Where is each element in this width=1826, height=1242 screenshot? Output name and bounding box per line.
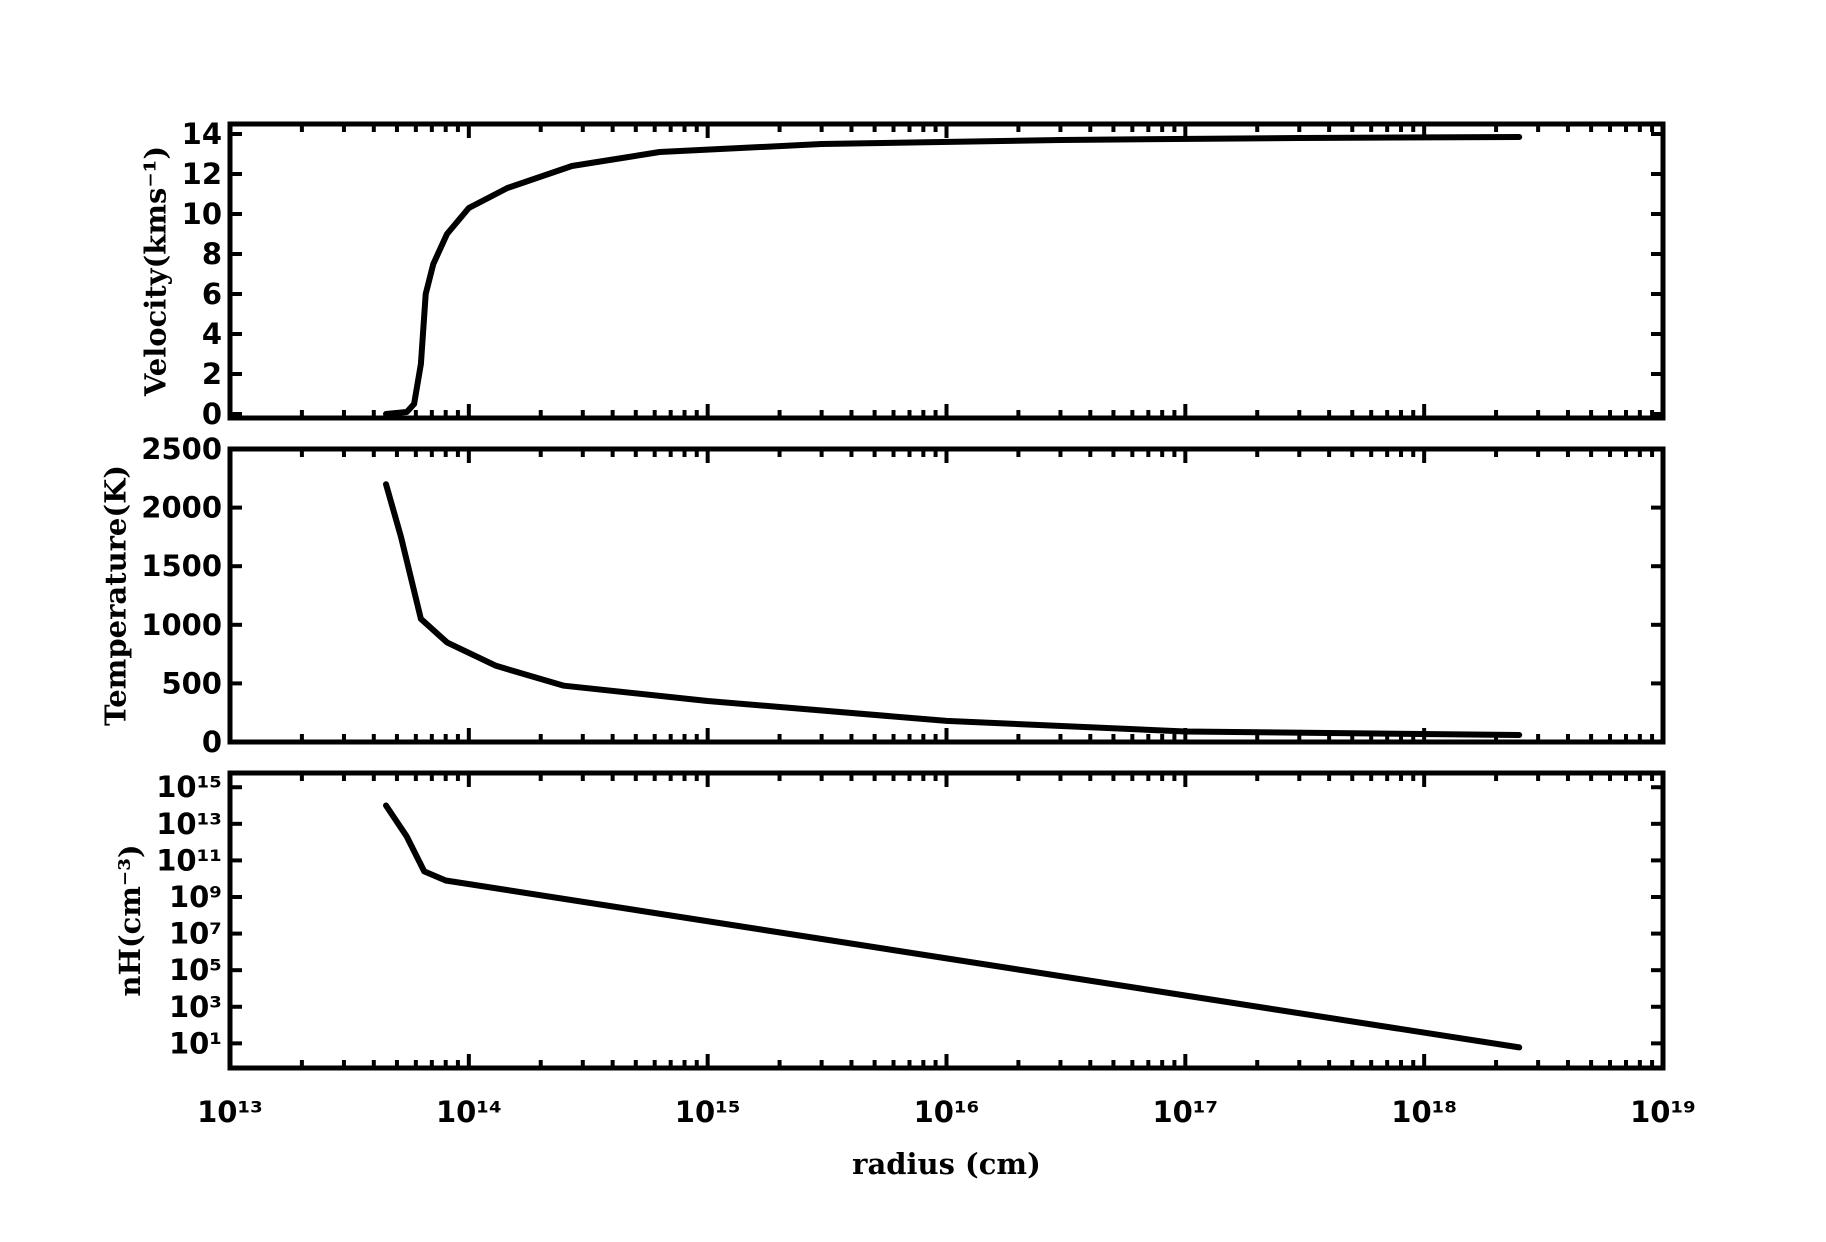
y-tick-label: 10¹³ (156, 807, 222, 841)
y-tick-label: 10 (182, 197, 222, 231)
x-tick-label: 10¹⁶ (914, 1095, 980, 1129)
plot-frame (227, 121, 1666, 421)
plot-frame (227, 446, 1666, 745)
x-tick-label: 10¹⁵ (675, 1095, 741, 1129)
y-tick-label: 10¹¹ (156, 843, 222, 877)
data-line (383, 134, 1523, 417)
y-tick-label: 8 (202, 237, 222, 271)
y-tick-label: 10⁹ (169, 880, 222, 914)
y-tick-label: 10¹⁵ (156, 770, 222, 804)
x-tick-label: 10¹⁷ (1152, 1095, 1218, 1129)
y-axis-label: nH(cm⁻³) (113, 844, 147, 996)
y-tick-label: 0 (202, 397, 222, 431)
plot-frame (227, 770, 1666, 1071)
x-tick-label: 10¹³ (197, 1095, 263, 1129)
y-tick-label: 2500 (141, 432, 222, 466)
y-axis-label: Temperature(K) (98, 465, 132, 726)
x-tick-label: 10¹⁹ (1630, 1095, 1696, 1129)
y-tick-label: 14 (182, 117, 222, 151)
data-line (383, 481, 1523, 738)
y-tick-label: 1000 (141, 608, 222, 642)
y-tick-label: 4 (202, 317, 222, 351)
y-axis-label: Velocity(kms⁻¹) (139, 146, 173, 397)
y-tick-label: 10⁷ (169, 917, 222, 951)
y-tick-label: 0 (202, 725, 222, 759)
x-axis-label: radius (cm) (852, 1147, 1041, 1181)
y-tick-label: 6 (202, 277, 222, 311)
y-tick-label: 2000 (141, 491, 222, 525)
y-tick-label: 1500 (141, 549, 222, 583)
y-tick-label: 500 (161, 666, 222, 700)
data-line (383, 802, 1523, 1051)
y-tick-label: 10³ (169, 990, 222, 1024)
y-tick-label: 12 (182, 157, 222, 191)
y-tick-label: 10⁵ (169, 953, 222, 987)
x-tick-label: 10¹⁸ (1391, 1095, 1457, 1129)
y-tick-label: 10¹ (169, 1026, 222, 1060)
y-tick-label: 2 (202, 357, 222, 391)
x-tick-label: 10¹⁴ (436, 1095, 502, 1129)
